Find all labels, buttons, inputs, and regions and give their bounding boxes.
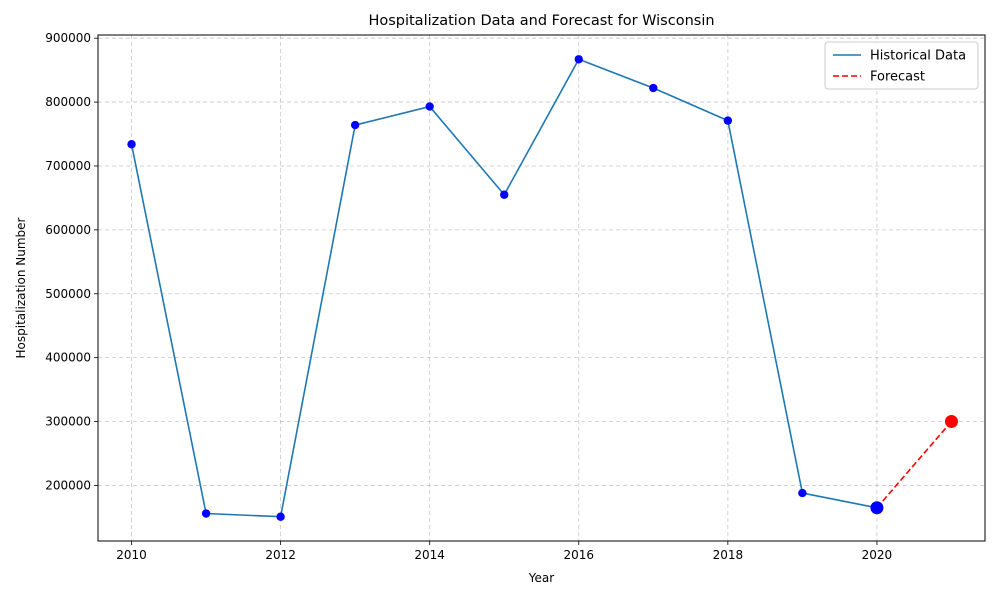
y-tick-label: 700000 [45, 159, 91, 173]
legend-box [824, 41, 979, 90]
historical-point [723, 116, 733, 125]
historical-point [574, 55, 583, 64]
y-axis-label: Hospitalization Number [14, 217, 28, 358]
legend-label: Forecast [870, 70, 925, 85]
series-markers [127, 55, 958, 521]
legend-label: Historical Data [870, 49, 966, 64]
x-tick-label: 2014 [414, 548, 445, 562]
historical-point [276, 512, 285, 521]
x-tick-label: 2010 [116, 548, 147, 562]
historical-point [201, 509, 211, 518]
x-tick-label: 2018 [713, 548, 744, 562]
y-tick-label: 800000 [45, 95, 91, 109]
historical-data-line [130, 58, 878, 518]
historical-point [798, 488, 807, 498]
y-tick-label: 200000 [45, 478, 91, 492]
forecast-point [944, 415, 958, 429]
y-tick-label: 500000 [45, 287, 91, 301]
x-tick-label: 2012 [265, 548, 296, 562]
chart-title: Hospitalization Data and Forecast for Wi… [368, 13, 714, 29]
series-lines [130, 58, 953, 518]
grid-lines [98, 35, 985, 541]
plot-frame [97, 34, 986, 542]
historical-point [425, 102, 434, 111]
y-tick-label: 900000 [45, 31, 91, 45]
y-axis-ticks: 200000 300000 400000 500000 600000 700000 8000… [45, 31, 98, 492]
historical-point [350, 120, 360, 130]
x-tick-label: 2020 [862, 548, 893, 562]
forecast-line [876, 421, 953, 509]
y-tick-label: 600000 [45, 223, 91, 237]
last-historical-point [870, 501, 884, 515]
legend: Historical Data Forecast [824, 41, 979, 90]
x-tick-label: 2016 [563, 548, 594, 562]
x-axis-label: Year [528, 571, 554, 585]
y-tick-label: 400000 [45, 351, 91, 365]
historical-point [500, 190, 509, 199]
y-tick-label: 300000 [45, 415, 91, 429]
historical-point [649, 83, 658, 93]
x-axis-ticks: 2010 2012 2014 2016 2018 2020 [116, 541, 892, 562]
historical-point [127, 140, 136, 149]
